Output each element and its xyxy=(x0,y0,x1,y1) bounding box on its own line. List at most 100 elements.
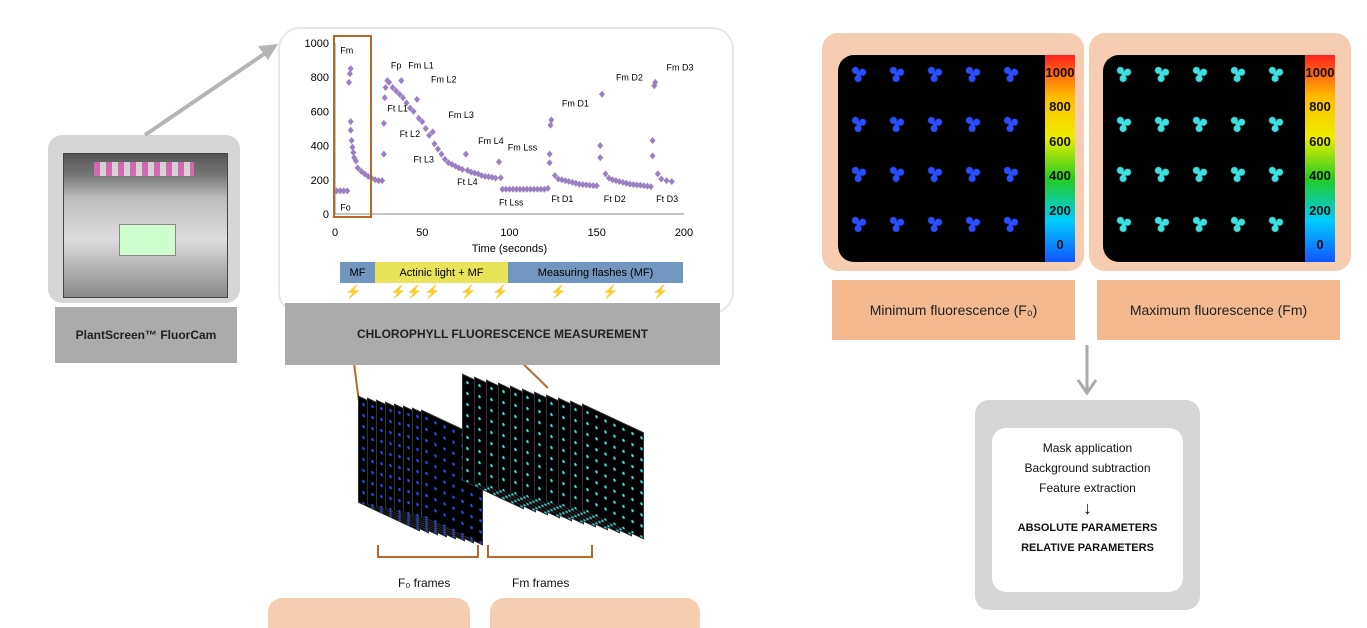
data-point xyxy=(352,157,359,165)
plant-rosette xyxy=(926,65,944,83)
scale-tick: 600 xyxy=(1309,133,1331,149)
annotation-label: Fo xyxy=(340,203,351,213)
plant-rosette xyxy=(1153,65,1171,83)
annotation-label: Fm Lss xyxy=(508,143,538,153)
annotation-label: Ft D1 xyxy=(551,194,573,204)
scale-tick: 0 xyxy=(1316,237,1324,253)
plant-rosette xyxy=(1191,215,1209,233)
data-point xyxy=(348,136,355,144)
data-point xyxy=(583,181,590,189)
max-fluorescence-image: 1000 800 600 400 200 0 xyxy=(1103,55,1335,262)
plant-rosette xyxy=(1115,65,1133,83)
data-point xyxy=(544,184,551,192)
data-point xyxy=(347,126,354,134)
max-fluorescence-label: Maximum fluorescence (Fm) xyxy=(1097,280,1340,340)
data-point xyxy=(637,181,644,189)
plant-rosette xyxy=(888,215,906,233)
color-scale: 1000 800 600 400 200 0 xyxy=(1045,55,1075,262)
plant-rosette xyxy=(1267,215,1285,233)
annotation-label: Ft Lss xyxy=(499,197,524,207)
plant-rosette xyxy=(964,115,982,133)
annotation-label: Fm D1 xyxy=(562,98,589,108)
data-point xyxy=(350,148,357,156)
led-panel xyxy=(94,162,194,176)
data-point xyxy=(422,125,429,132)
flash-icon: ⚡ xyxy=(406,284,423,299)
plant-rosette xyxy=(850,215,868,233)
min-fluorescence-label: Minimum fluorescence (F₀) xyxy=(832,280,1075,340)
data-point xyxy=(429,128,436,136)
data-point xyxy=(644,182,651,190)
data-point xyxy=(506,185,513,193)
plant-rosette xyxy=(1115,115,1133,133)
data-point xyxy=(541,185,548,193)
plant-rosette xyxy=(926,165,944,183)
x-tick-label: 0 xyxy=(332,227,338,239)
data-point xyxy=(415,114,422,122)
data-point xyxy=(623,179,630,187)
data-point xyxy=(380,119,387,127)
data-point xyxy=(344,187,351,195)
scale-tick: 200 xyxy=(1049,202,1071,218)
flash-icon: ⚡ xyxy=(345,284,362,299)
data-point xyxy=(441,155,448,163)
data-point xyxy=(602,170,609,178)
data-point xyxy=(482,172,489,180)
plant-rosette xyxy=(888,165,906,183)
plant-rosette xyxy=(888,115,906,133)
scale-tick: 200 xyxy=(1309,202,1331,218)
y-tick-label: 1000 xyxy=(305,38,329,50)
annotation-label: Ft D3 xyxy=(656,194,678,204)
data-point xyxy=(523,185,530,193)
scale-tick: 400 xyxy=(1309,168,1331,184)
plant-rosette xyxy=(850,165,868,183)
data-point xyxy=(492,174,499,182)
plant-rosette xyxy=(1191,115,1209,133)
scale-tick: 1000 xyxy=(1045,64,1075,80)
fm-bracket xyxy=(487,545,593,558)
phase-bar: MF Actinic light + MF Measuring flashes … xyxy=(340,262,683,283)
phase-measuring: Measuring flashes (MF) xyxy=(508,262,683,283)
data-point xyxy=(386,78,393,86)
data-point xyxy=(652,78,659,86)
fluorcam-photo-icon xyxy=(63,153,228,298)
data-point xyxy=(513,185,520,193)
data-point xyxy=(340,187,347,195)
color-scale: 1000 800 600 400 200 0 xyxy=(1305,55,1335,262)
plant-rosette xyxy=(1229,115,1247,133)
max-plant-grid xyxy=(1103,55,1305,262)
plant-rosette xyxy=(964,65,982,83)
measurement-label: CHLOROPHYLL FLUORESCENCE MEASUREMENT xyxy=(285,303,720,365)
annotation-label: Fm L2 xyxy=(431,74,457,84)
plant-rosette xyxy=(1229,165,1247,183)
annotation-label: Fp xyxy=(391,61,402,71)
y-tick-label: 800 xyxy=(311,72,329,84)
data-point xyxy=(485,173,492,181)
data-point xyxy=(668,178,675,186)
data-point xyxy=(389,83,396,91)
annotation-label: Ft L4 xyxy=(457,177,478,187)
scale-tick: 800 xyxy=(1309,99,1331,115)
data-point xyxy=(400,94,407,102)
annotation-label: Fm L4 xyxy=(478,136,504,146)
annotation-label: Fm xyxy=(340,45,353,55)
plant-rosette xyxy=(926,215,944,233)
data-point xyxy=(414,95,421,103)
data-point xyxy=(407,104,414,112)
plant-rosette xyxy=(1267,115,1285,133)
phase-mf: MF xyxy=(340,262,375,283)
arrow-device-to-chart xyxy=(143,48,272,137)
x-axis-label: Time (seconds) xyxy=(472,243,547,255)
data-point xyxy=(598,90,605,98)
data-point xyxy=(455,164,462,172)
step-mask: Mask application xyxy=(1042,441,1133,455)
y-tick-label: 400 xyxy=(311,141,329,153)
data-point xyxy=(496,158,503,166)
data-point xyxy=(630,181,637,189)
y-tick-label: 600 xyxy=(311,106,329,118)
data-point xyxy=(337,187,344,195)
data-point xyxy=(537,185,544,193)
plant-rosette xyxy=(850,65,868,83)
annotation-label: Fm L3 xyxy=(448,110,474,120)
flash-icon: ⚡ xyxy=(602,284,619,299)
